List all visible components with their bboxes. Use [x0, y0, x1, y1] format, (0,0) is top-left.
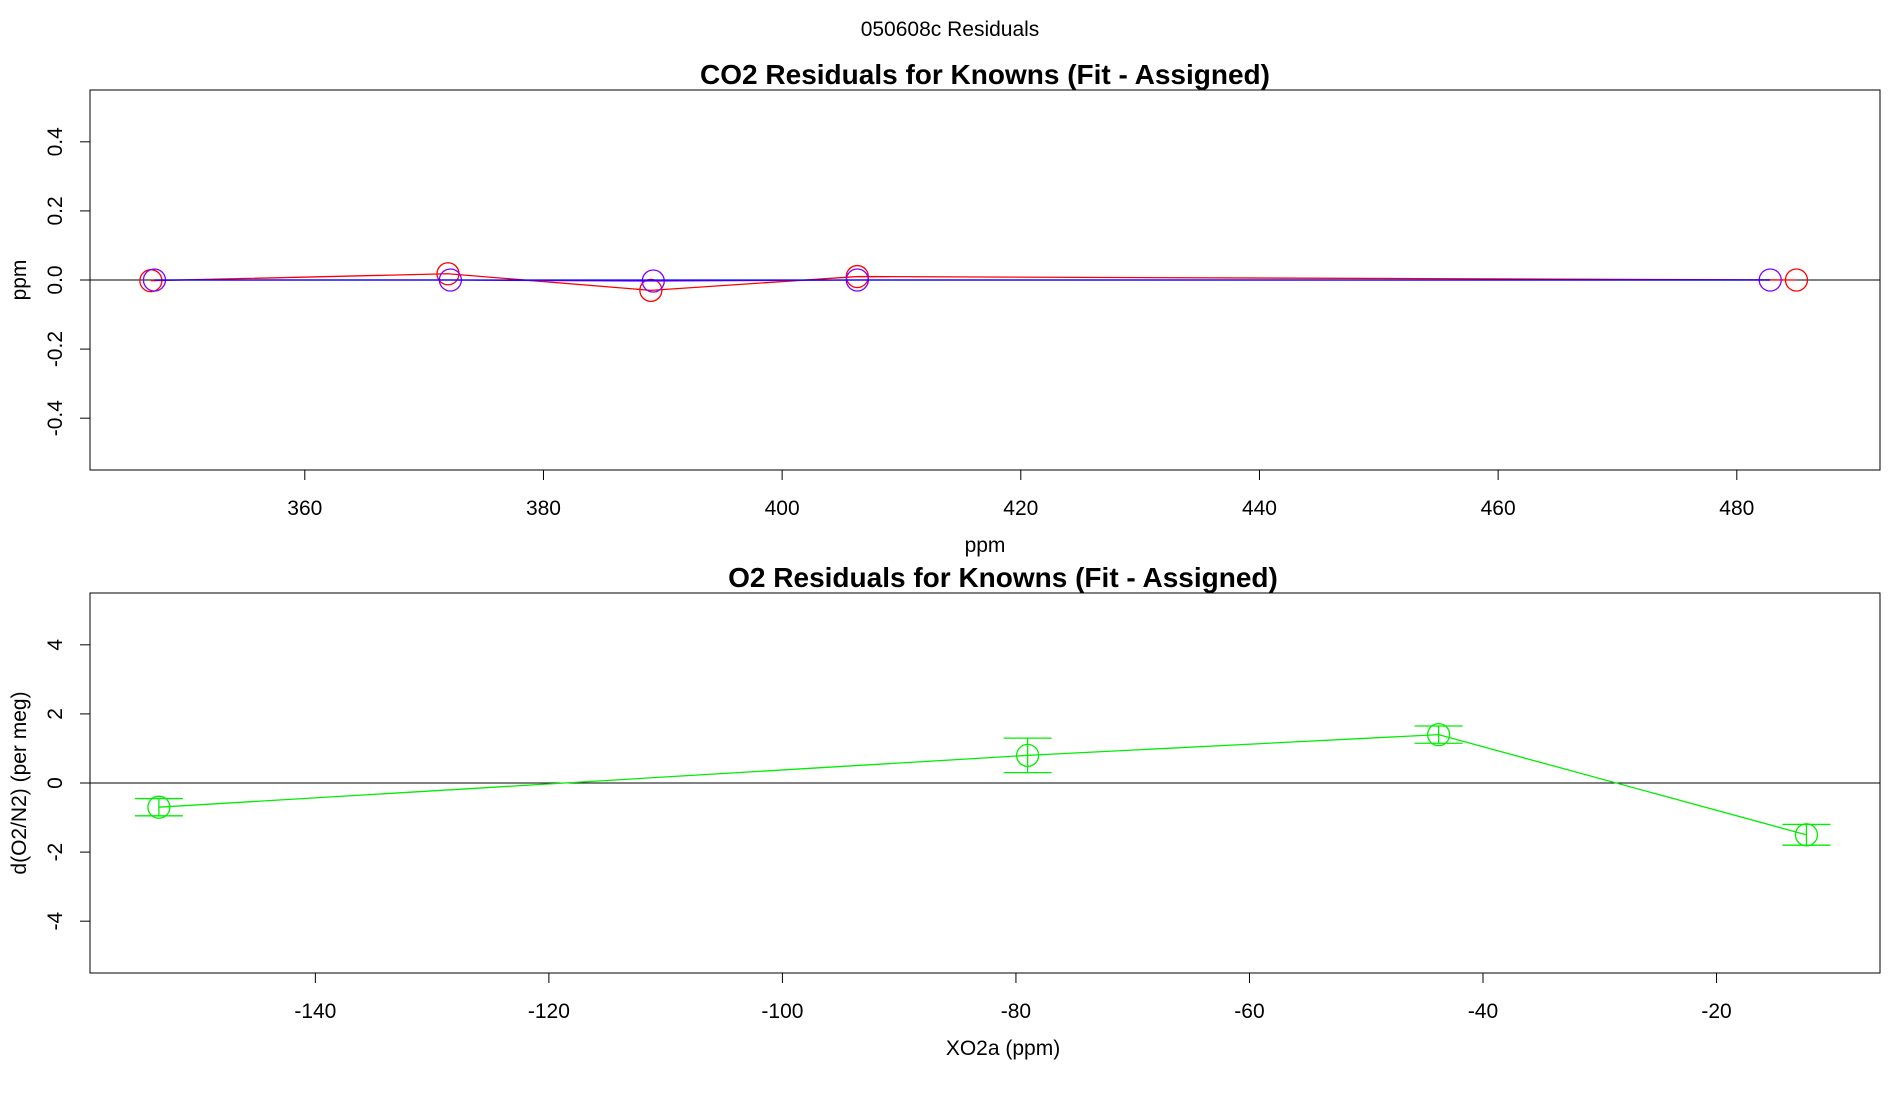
co2-y-axis-label: ppm [8, 260, 31, 301]
o2-panel-title: O2 Residuals for Knowns (Fit - Assigned) [728, 562, 1278, 593]
o2-x-tick-label: -60 [1234, 1000, 1264, 1023]
o2-y-tick-label: 0 [44, 777, 67, 789]
o2-x-tick-label: -100 [761, 1000, 803, 1023]
co2-panel: CO2 Residuals for Knowns (Fit - Assigned… [8, 59, 1881, 557]
co2-y-tick-label: 0.0 [44, 265, 67, 294]
co2-y-tick-label: -0.2 [44, 331, 67, 367]
o2-data-point [1015, 743, 1040, 768]
o2-x-axis-label: XO2a (ppm) [946, 1037, 1060, 1060]
o2-data-point [147, 795, 171, 819]
o2-data-point [1794, 823, 1819, 847]
co2-x-tick-label: 400 [765, 497, 800, 520]
co2-data-marks [90, 262, 1880, 303]
co2-x-tick-label: 420 [1003, 497, 1038, 520]
o2-x-tick-label: -40 [1468, 1000, 1498, 1023]
o2-x-tick-label: -140 [294, 1000, 336, 1023]
co2-y-tick-label: -0.4 [44, 400, 67, 437]
o2-x-tick-label: -20 [1701, 1000, 1731, 1023]
o2-y-tick-label: 2 [44, 708, 67, 720]
co2-x-tick-label: 460 [1481, 497, 1516, 520]
co2-series-line [150, 273, 1797, 292]
co2-data-point [1784, 268, 1809, 292]
co2-panel-title: CO2 Residuals for Knowns (Fit - Assigned… [700, 59, 1270, 90]
o2-y-tick-label: 4 [44, 639, 67, 651]
o2-panel: O2 Residuals for Knowns (Fit - Assigned)… [8, 562, 1881, 1060]
o2-y-axis-label: d(O2/N2) (per meg) [8, 691, 31, 874]
co2-x-tick-label: 480 [1719, 497, 1754, 520]
o2-x-tick-label: -80 [1001, 1000, 1031, 1023]
co2-data-point [641, 269, 665, 293]
o2-data-marks [90, 722, 1880, 847]
o2-y-tick-label: -4 [44, 912, 67, 931]
o2-x-tick-label: -120 [528, 1000, 570, 1023]
o2-data-point [1426, 722, 1451, 747]
o2-series-line [158, 733, 1807, 836]
co2-axes: 360 380 400 420 440 460 480 -0.4 -0.2 0.0 0.2 0.4 [44, 127, 1754, 520]
co2-y-tick-label: 0.2 [44, 196, 67, 225]
co2-x-axis-label: ppm [965, 534, 1006, 557]
co2-x-tick-label: 440 [1242, 497, 1277, 520]
co2-x-tick-label: 360 [287, 497, 322, 520]
co2-y-tick-label: 0.4 [44, 127, 67, 157]
figure-title: 050608c Residuals [861, 18, 1040, 41]
o2-y-tick-label: -2 [44, 843, 67, 862]
co2-x-tick-label: 380 [526, 497, 561, 520]
